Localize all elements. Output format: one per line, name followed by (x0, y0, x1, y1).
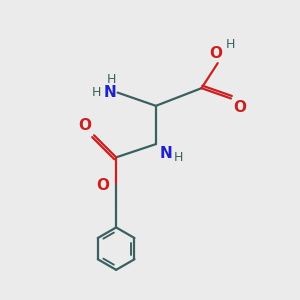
Text: N: N (159, 146, 172, 161)
Text: O: O (210, 46, 223, 61)
Text: H: H (107, 73, 116, 86)
Text: O: O (78, 118, 91, 133)
Text: O: O (233, 100, 246, 115)
Text: N: N (103, 85, 116, 100)
Text: H: H (92, 86, 101, 99)
Text: O: O (97, 178, 110, 193)
Text: H: H (225, 38, 235, 51)
Text: H: H (174, 151, 184, 164)
